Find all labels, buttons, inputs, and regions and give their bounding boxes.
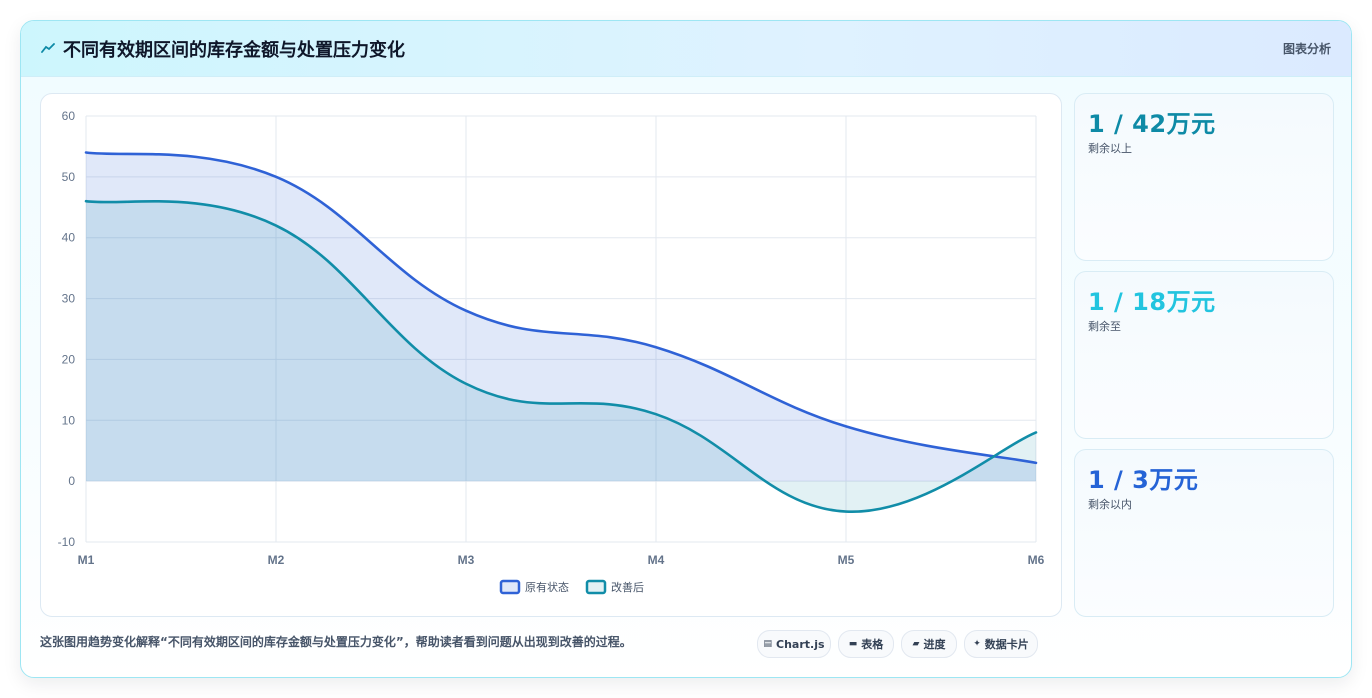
chip-label: 表格 [861,638,884,651]
x-tick-label: M1 [78,553,95,567]
y-tick-label: -10 [58,535,76,549]
stat-value: 1 / 42万元 [1088,110,1216,138]
x-tick-label: M3 [458,553,475,567]
chip-table[interactable]: ▬ 表格 [838,630,894,658]
series-line-2 [84,199,1038,513]
chart-panel: 不同有效期区间的库存金额与处置压力变化 图表分析 60 50 40 30 20 10 0 -1… [20,20,1352,678]
chart-description: 这张图用趋势变化解释“不同有效期区间的库存金额与处置压力变化”，帮助读者看到问题… [40,635,632,649]
y-tick-label: 10 [62,413,76,427]
page-title: 不同有效期区间的库存金额与处置压力变化 [63,40,405,61]
y-tick-label: 0 [68,474,75,488]
chip-progress[interactable]: ▰ 进度 [901,630,957,658]
stat-card-3: 1 / 3万元 剩余以内 [1074,449,1334,617]
progress-icon: ▰ [912,639,920,649]
legend-label: 改善后 [611,580,644,594]
stat-card-2: 1 / 18万元 剩余至 [1074,271,1334,439]
x-tick-label: M4 [648,553,665,567]
chip-label: 数据卡片 [984,638,1029,651]
stat-label: 剩余至 [1088,320,1121,333]
stat-value: 1 / 3万元 [1088,466,1199,494]
chip-label: 进度 [923,638,946,651]
table-icon: ▬ [848,639,858,649]
chart-analysis-link[interactable]: 图表分析 [1282,42,1331,56]
series-area-2 [86,201,1036,512]
y-tick-label: 40 [62,231,76,245]
stat-card-1: 1 / 42万元 剩余以上 [1074,93,1334,261]
y-tick-label: 60 [62,109,76,123]
stat-value: 1 / 18万元 [1088,288,1216,316]
x-tick-label: M5 [838,553,855,567]
chip-label: Chart.js [776,637,825,651]
legend-swatch [585,579,607,595]
x-tick-label: M6 [1028,553,1045,567]
chart-icon: ▤ [763,639,772,649]
chip-chartjs[interactable]: ▤ Chart.js [757,630,831,658]
chip-data-card[interactable]: ✦ 数据卡片 [964,630,1038,658]
x-tick-label: M2 [268,553,285,567]
y-tick-label: 50 [62,170,76,184]
legend-label: 原有状态 [525,580,569,594]
trend-icon [41,43,55,53]
stat-label: 剩余以内 [1088,498,1132,511]
y-tick-label: 20 [62,352,76,366]
stat-label: 剩余以上 [1088,142,1132,155]
y-tick-label: 30 [62,292,76,306]
panel-header: 不同有效期区间的库存金额与处置压力变化 图表分析 [21,21,1351,77]
series-area-1 [86,152,1036,482]
card-icon: ✦ [973,639,981,649]
legend-swatch [499,579,521,595]
chart-card: 60 50 40 30 20 10 0 -10 M1 M2 M3 M4 M5 M6 原有状态 改善后 [40,93,1062,617]
series-line-1 [84,151,1038,465]
